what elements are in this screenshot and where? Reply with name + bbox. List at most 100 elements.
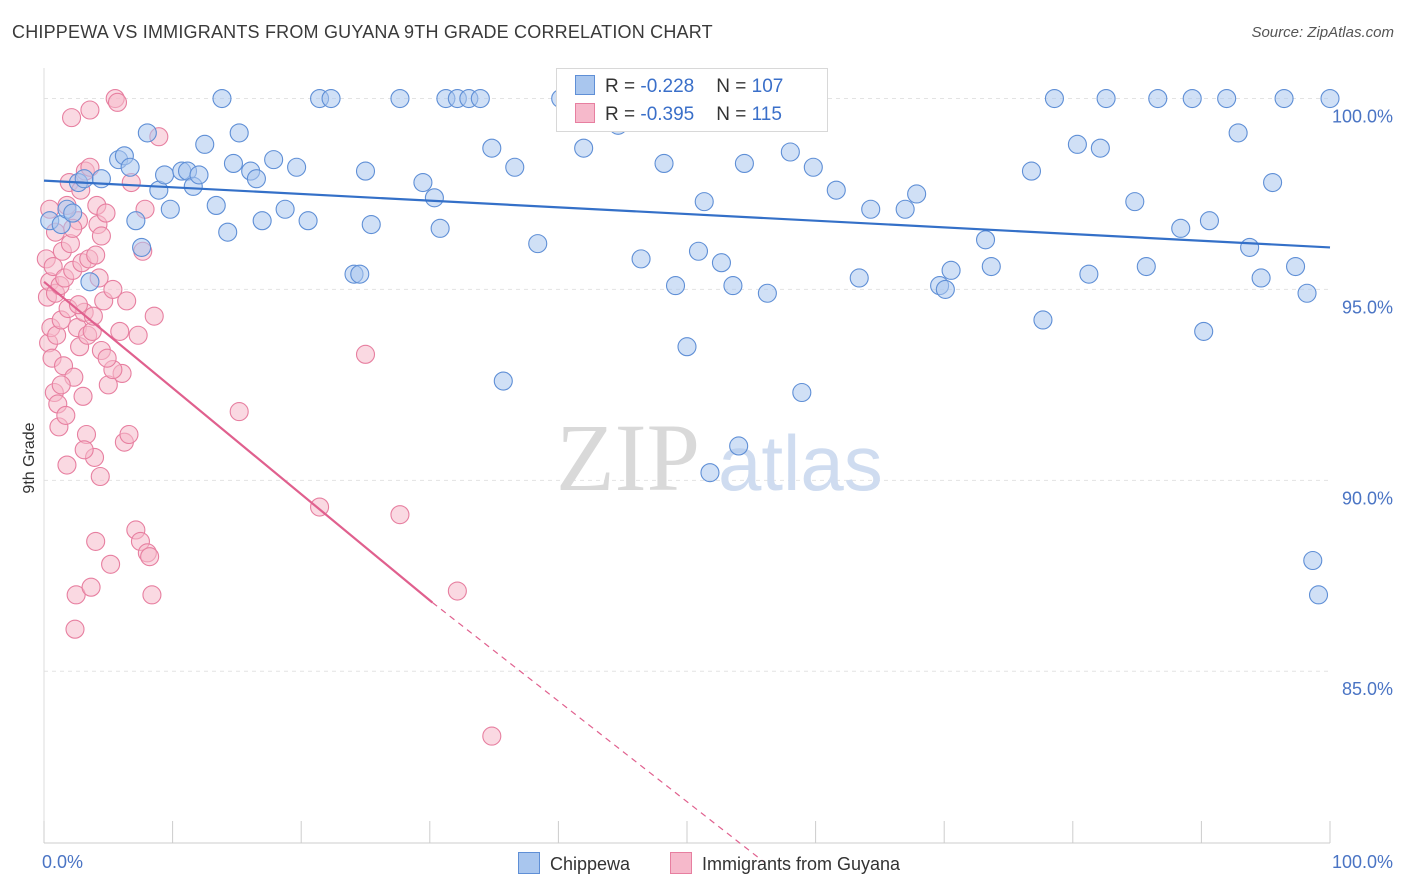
guyana-point [66, 585, 86, 605]
guyana-point [57, 455, 77, 475]
chippewa-point [350, 264, 370, 284]
guyana-point [81, 577, 101, 597]
y-tick-label: 95.0% [1342, 297, 1393, 317]
chippewa-point [1286, 256, 1306, 277]
y-tick-label: 100.0% [1332, 107, 1393, 127]
y-tick-label: 85.0% [1342, 679, 1393, 699]
chippewa-point [1079, 264, 1099, 284]
chippewa-point [1320, 88, 1340, 109]
series-guyana-points [36, 88, 502, 746]
chippewa-point [1308, 585, 1329, 605]
legend-n-value: 115 [751, 104, 782, 125]
axes [43, 68, 1331, 844]
chippewa-point [694, 192, 714, 212]
chippewa-point [895, 199, 915, 219]
chippewa-point [195, 134, 215, 154]
chippewa-point [780, 142, 800, 162]
chippewa-point [734, 153, 754, 173]
chippewa-point [63, 203, 83, 223]
chippewa-point [907, 184, 927, 204]
chippewa-point [654, 153, 674, 173]
guyana-point [229, 402, 249, 422]
chippewa-point [574, 138, 594, 158]
guyana-point [117, 291, 137, 311]
guyana-point [447, 581, 467, 601]
chippewa-point [390, 88, 410, 109]
chippewa-point [1194, 321, 1214, 341]
chippewa-point [941, 260, 961, 280]
chippewa-point [1148, 88, 1168, 109]
guyana-trend-line [43, 280, 434, 604]
chippewa-point [1096, 88, 1116, 109]
chippewa-point [275, 199, 295, 219]
chippewa-point [803, 157, 823, 177]
chart-source: Source: ZipAtlas.com [1251, 24, 1394, 41]
chippewa-point [1217, 88, 1237, 109]
chippewa-point [1044, 88, 1064, 109]
guyana-point [140, 547, 160, 567]
legend-r-label: R = [605, 104, 641, 125]
chippewa-point [975, 230, 996, 250]
chippewa-point [1171, 218, 1191, 238]
guyana-point [73, 386, 93, 406]
chippewa-point [723, 276, 743, 296]
chippewa-point [700, 463, 720, 483]
chippewa-point [212, 88, 232, 109]
legend-row-guyana: R = -0.395 N = 115 [575, 103, 782, 127]
chippewa-point [206, 195, 226, 215]
chippewa-point [1274, 88, 1294, 109]
chippewa-point [126, 211, 146, 231]
chippewa-point [1033, 310, 1053, 330]
watermark: ZIP atlas [556, 404, 883, 511]
series-chippewa-points [40, 88, 1340, 605]
chippewa-point [493, 371, 513, 391]
watermark-atlas: atlas [718, 419, 883, 507]
x-tick-label: 100.0% [1332, 852, 1393, 872]
legend-r-value: -0.228 [640, 76, 695, 97]
chippewa-point [849, 268, 869, 288]
chippewa-point [132, 237, 152, 257]
guyana-point [101, 554, 121, 574]
chippewa-point [1297, 283, 1317, 303]
chippewa-point [1090, 138, 1110, 158]
chippewa-point [229, 123, 249, 143]
y-tick-label: 90.0% [1342, 488, 1393, 508]
chippewa-point [287, 157, 307, 177]
legend-n-value: 107 [751, 76, 784, 97]
guyana-point [310, 497, 330, 517]
chippewa-point [252, 211, 272, 231]
chippewa-point [1067, 134, 1087, 154]
chippewa-point [223, 153, 244, 173]
guyana-point [51, 375, 71, 395]
chippewa-point [137, 123, 157, 143]
chippewa-point [1303, 550, 1323, 571]
chippewa-point [711, 253, 731, 273]
chippewa-point [321, 88, 341, 109]
guyana-point [128, 325, 148, 345]
bottom-legend-label-chippewa: Chippewa [550, 854, 631, 874]
chippewa-point [355, 161, 376, 181]
correlation-legend: R = -0.228 N = 107 R = -0.395 N = 115 [556, 68, 828, 132]
guyana-point [119, 424, 139, 445]
chippewa-point [505, 157, 525, 177]
trend-lines [43, 179, 1331, 863]
guyana-point [56, 405, 76, 425]
chippewa-point [528, 234, 548, 254]
chippewa-point [298, 211, 318, 231]
x-tick-label: 0.0% [42, 852, 83, 872]
legend-n-label: N = [716, 76, 752, 97]
guyana-point [390, 505, 410, 525]
legend-n-label: N = [716, 104, 752, 125]
guyana-point [107, 92, 128, 112]
guyana-trend-line-extension [432, 602, 765, 863]
chippewa-point [218, 222, 238, 242]
chippewa-point [482, 138, 502, 158]
chippewa-point [729, 436, 749, 456]
chippewa-point [189, 165, 209, 185]
chippewa-point [424, 188, 444, 208]
chippewa-point [80, 272, 100, 292]
legend-r-label: R = [605, 76, 641, 97]
guyana-point [62, 108, 82, 128]
guyana-point [482, 726, 502, 746]
chippewa-point [1199, 211, 1219, 231]
